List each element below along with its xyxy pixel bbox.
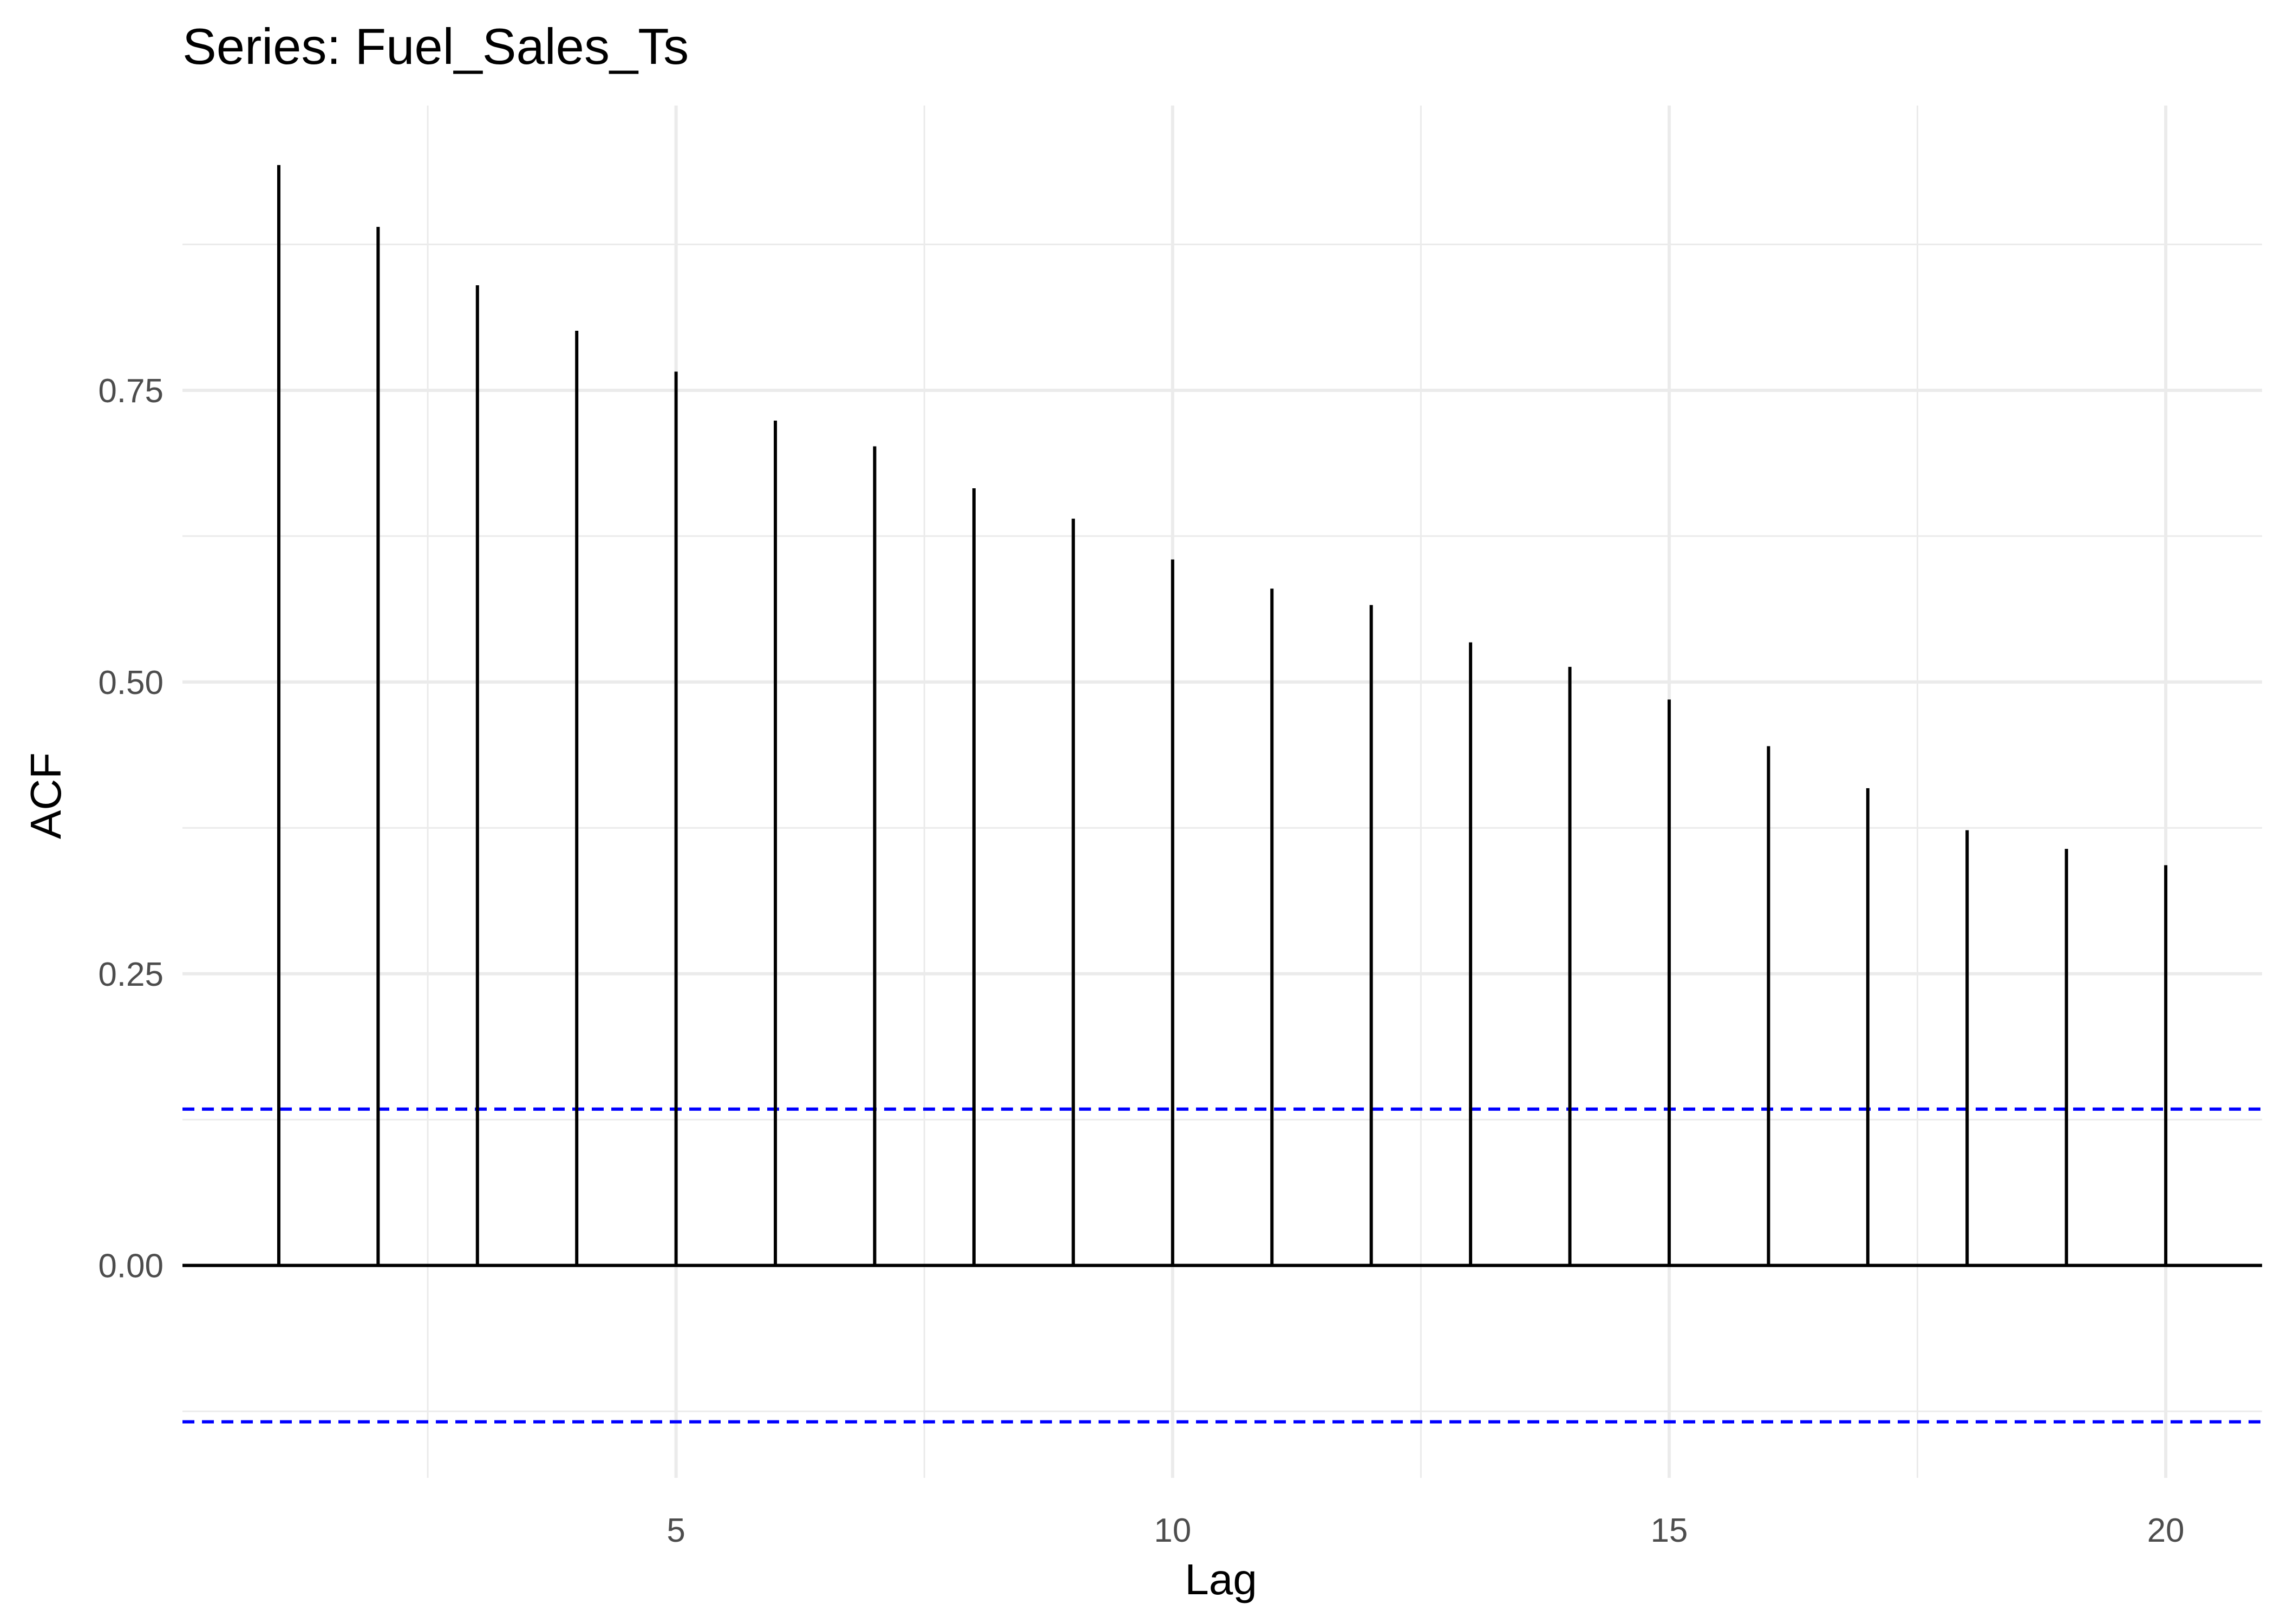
y-axis-title: ACF	[22, 752, 70, 839]
x-tick-label: 15	[1650, 1512, 1688, 1549]
acf-stems	[182, 165, 2262, 1267]
x-tick-label: 5	[666, 1512, 685, 1549]
chart-title: Series: Fuel_Sales_Ts	[182, 18, 689, 75]
y-tick-label: 0.75	[98, 372, 164, 410]
confidence-bounds	[182, 1107, 2262, 1424]
y-tick-label: 0.00	[98, 1248, 164, 1285]
y-tick-label: 0.50	[98, 664, 164, 702]
y-tick-label: 0.25	[98, 956, 164, 993]
x-tick-label: 10	[1154, 1512, 1191, 1549]
x-axis-title: Lag	[1185, 1555, 1257, 1603]
x-tick-label: 20	[2147, 1512, 2185, 1549]
x-axis-ticks: 5 10 15 20	[666, 1512, 2184, 1549]
y-axis-ticks: 0.00 0.25 0.50 0.75	[98, 372, 164, 1285]
